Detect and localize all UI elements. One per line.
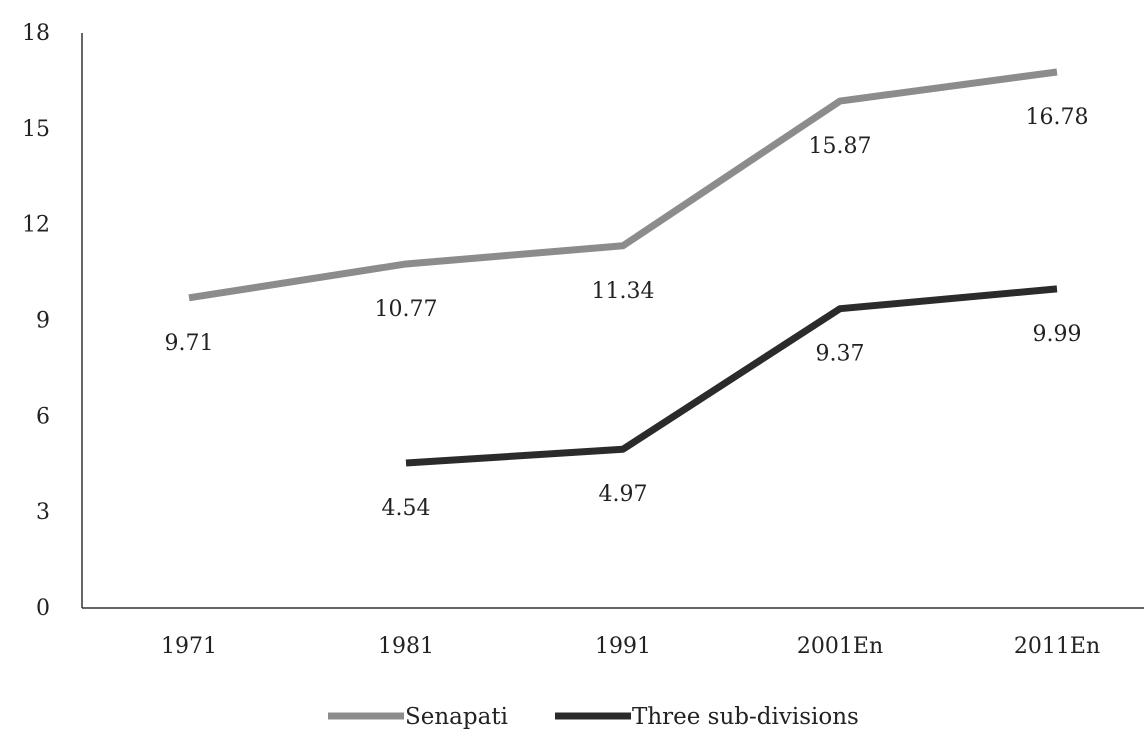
chart-axes: 0 3 6 9 12 15 18 1971 1981 1991 2001En 2011En — [22, 21, 1144, 659]
y-tick-label: 3 — [36, 500, 50, 525]
y-tick-label: 9 — [36, 309, 50, 334]
legend-label-1: Three sub-divisions — [632, 704, 859, 729]
data-labels: 9.71 10.77 11.34 15.87 16.78 4.54 4.97 9.37 9.99 — [165, 105, 1089, 521]
x-tick-label: 1981 — [378, 634, 434, 659]
x-tick-label: 2011En — [1014, 634, 1100, 659]
x-tick-label: 2001En — [797, 634, 883, 659]
series-line-1 — [405, 285, 1058, 467]
legend-label-0: Senapati — [405, 704, 508, 729]
data-label: 9.99 — [1033, 322, 1082, 347]
y-tick-label: 15 — [22, 117, 50, 142]
data-label: 9.37 — [816, 342, 865, 367]
data-label: 16.78 — [1026, 105, 1089, 130]
y-tick-label: 0 — [36, 596, 50, 621]
data-label: 15.87 — [809, 134, 872, 159]
chart-legend: Senapati Three sub-divisions — [328, 704, 859, 729]
x-tick-label: 1971 — [161, 634, 217, 659]
series-layer — [188, 68, 1058, 467]
y-tick-label: 6 — [36, 404, 50, 429]
series-line-0 — [188, 68, 1058, 302]
data-label: 4.54 — [382, 496, 431, 521]
data-label: 9.71 — [165, 331, 214, 356]
x-tick-label: 1991 — [595, 634, 651, 659]
y-tick-label: 18 — [22, 21, 50, 46]
data-label: 11.34 — [592, 279, 655, 304]
y-tick-label: 12 — [22, 213, 50, 238]
data-label: 10.77 — [375, 297, 438, 322]
data-label: 4.97 — [599, 482, 648, 507]
